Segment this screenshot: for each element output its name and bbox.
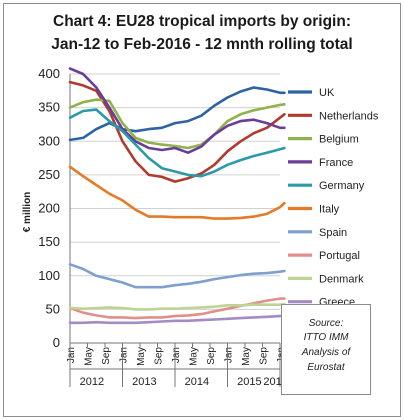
source-line-4: Eurostat (307, 362, 345, 373)
x-tick-label: Sep (259, 347, 270, 365)
x-tick-label: Sep (154, 347, 165, 365)
chart-title: Chart 4: EU28 tropical imports by origin… (53, 13, 351, 30)
series-line-denmark (68, 302, 286, 311)
legend: UK Netherlands Belgium France Germany Italy Sp… (288, 87, 379, 309)
legend-label: Belgium (319, 134, 359, 146)
y-tick-label: 250 (38, 167, 60, 182)
series-line-belgium (68, 98, 286, 150)
x-tick-label: Sep (101, 347, 112, 365)
year-label: 2013 (132, 376, 156, 388)
y-tick-label: 200 (38, 201, 60, 216)
x-tick-label: May (84, 347, 95, 366)
y-tick-label: 150 (38, 234, 60, 249)
x-tick-label: Jan (224, 347, 235, 363)
legend-label: Italy (319, 204, 340, 216)
legend-label: France (319, 157, 353, 169)
source-line-3: Analysis of (301, 347, 351, 358)
x-tick-label: Jan (119, 347, 130, 363)
series-line-portugal (68, 297, 286, 320)
series-line-greece (68, 314, 286, 325)
source-line-2: ITTO IMM (303, 332, 349, 343)
x-tick-label: May (136, 347, 147, 366)
series-line-italy (68, 165, 286, 220)
year-label: 2014 (185, 376, 209, 388)
legend-label: UK (319, 87, 335, 99)
x-tick-label: Jan (66, 347, 77, 363)
series-line-germany (68, 108, 286, 178)
series-line-france (68, 67, 286, 154)
x-tick-label: May (189, 347, 200, 366)
year-label: 2015 (237, 376, 261, 388)
x-tick-label: May (241, 347, 252, 366)
series-line-netherlands (68, 80, 286, 183)
y-tick-label: 0 (53, 335, 60, 350)
y-tick-label: 100 (38, 268, 60, 283)
x-tick-label: Jan (171, 347, 182, 363)
legend-label: Denmark (319, 273, 364, 285)
chart-subtitle: Jan-12 to Feb-2016 - 12 mnth rolling tot… (51, 36, 353, 53)
source-line-1: Source: (308, 318, 344, 329)
x-tick-label: Sep (206, 347, 217, 365)
series-line-uk (68, 86, 286, 142)
y-tick-label: 300 (38, 133, 60, 148)
y-tick-label: 350 (38, 100, 60, 115)
legend-label: Portugal (319, 250, 360, 262)
y-tick-label: 50 (46, 301, 60, 316)
series-lines (68, 67, 286, 325)
year-label: 2012 (80, 376, 104, 388)
legend-label: Netherlands (319, 110, 379, 122)
y-tick-label: 400 (38, 66, 60, 81)
series-line-spain (68, 262, 286, 289)
gridlines (70, 73, 280, 310)
source-note: Source: ITTO IMM Analysis of Eurostat (281, 304, 371, 395)
y-axis-label: € million (22, 192, 33, 233)
legend-label: Germany (319, 180, 365, 192)
legend-label: Spain (319, 227, 347, 239)
